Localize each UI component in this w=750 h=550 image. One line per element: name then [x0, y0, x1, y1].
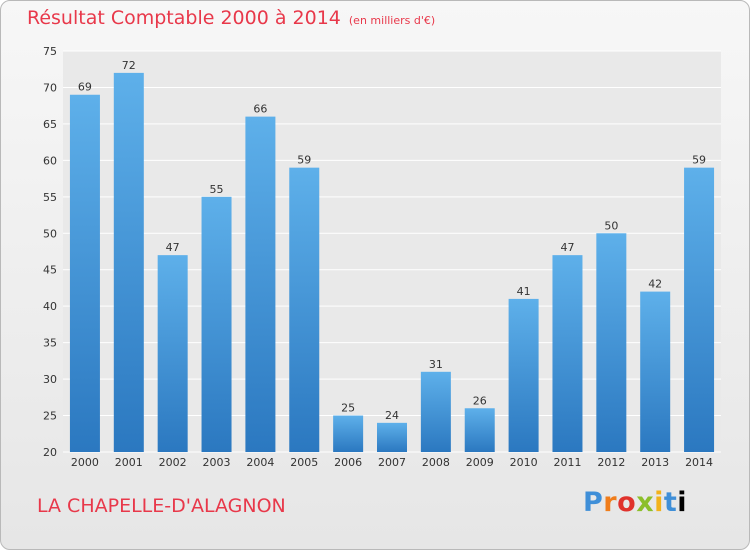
x-tick-label: 2006	[334, 456, 362, 469]
bar-value-label: 42	[648, 278, 662, 291]
bar	[508, 298, 539, 452]
brand-letter: i	[654, 487, 664, 518]
brand-letter: i	[677, 487, 688, 518]
bar-value-label: 59	[297, 154, 311, 167]
bar	[464, 408, 495, 452]
x-tick-label: 2008	[422, 456, 450, 469]
brand-letter: x	[636, 487, 655, 518]
x-tick-label: 2011	[553, 456, 581, 469]
bar	[245, 116, 276, 453]
y-tick-label: 60	[43, 154, 57, 167]
bar	[377, 422, 407, 452]
bar-value-label: 59	[692, 154, 706, 167]
x-tick-label: 2014	[685, 456, 713, 469]
bar-value-label: 25	[341, 402, 355, 415]
bar	[420, 371, 451, 452]
y-tick-label: 75	[43, 45, 57, 58]
y-tick-label: 45	[43, 264, 57, 277]
bar-value-label: 47	[560, 241, 574, 254]
y-tick-label: 35	[43, 337, 57, 350]
place-name: LA CHAPELLE-D'ALAGNON	[37, 495, 286, 517]
x-tick-label: 2009	[466, 456, 494, 469]
bar-value-label: 69	[78, 81, 92, 94]
bar-value-label: 66	[253, 103, 267, 116]
x-tick-label: 2012	[597, 456, 625, 469]
bar	[640, 291, 671, 452]
y-axis-ticks: 20 25 30 35 40 45 50 55 60 65 70 75	[43, 45, 57, 459]
chart-unit: (en milliers d'€)	[348, 14, 436, 27]
bar	[684, 167, 715, 452]
bar-value-label: 47	[166, 241, 180, 254]
bar-value-label: 55	[210, 183, 224, 196]
bar-value-label: 50	[604, 219, 618, 232]
data-labels: 69 72 47 55 66 59 25 24 31 26 41 47 50 42 59	[78, 59, 706, 422]
x-tick-label: 2010	[510, 456, 538, 469]
bar-value-label: 31	[429, 358, 443, 371]
y-tick-label: 65	[43, 118, 57, 131]
x-tick-label: 2005	[290, 456, 318, 469]
chart-title-text: Résultat Comptable 2000 à 2014	[27, 7, 341, 29]
chart-title: Résultat Comptable 2000 à 2014 (en millie…	[27, 7, 435, 29]
bar	[157, 255, 188, 452]
bars	[69, 72, 715, 453]
bar	[69, 94, 100, 452]
x-tick-label: 2004	[246, 456, 274, 469]
bar	[289, 167, 320, 452]
x-tick-label: 2013	[641, 456, 669, 469]
brand-letter: o	[617, 487, 637, 518]
bar	[552, 255, 583, 452]
y-tick-label: 70	[43, 81, 57, 94]
x-tick-label: 2001	[115, 456, 143, 469]
bar-value-label: 72	[122, 59, 136, 72]
brand-logo: Proxiti	[583, 487, 687, 518]
y-tick-label: 20	[43, 446, 57, 459]
x-tick-label: 2007	[378, 456, 406, 469]
x-tick-label: 2000	[71, 456, 99, 469]
x-axis-ticks: 2000 2001 2002 2003 2004 2005 2006 2007 2008 2009…	[71, 456, 713, 469]
y-tick-label: 40	[43, 300, 57, 313]
bar	[333, 415, 364, 452]
x-tick-label: 2003	[203, 456, 231, 469]
brand-letter: r	[603, 487, 618, 518]
bar	[113, 72, 144, 452]
bar-value-label: 26	[473, 394, 487, 407]
y-tick-label: 25	[43, 410, 57, 423]
brand-letter: P	[583, 487, 604, 518]
y-tick-label: 30	[43, 373, 57, 386]
bar	[596, 233, 627, 452]
brand-letter: t	[663, 487, 678, 518]
bar-value-label: 41	[517, 285, 531, 298]
x-tick-label: 2002	[159, 456, 187, 469]
y-tick-label: 55	[43, 191, 57, 204]
bar	[201, 196, 232, 452]
bar-value-label: 24	[385, 409, 399, 422]
y-tick-label: 50	[43, 227, 57, 240]
